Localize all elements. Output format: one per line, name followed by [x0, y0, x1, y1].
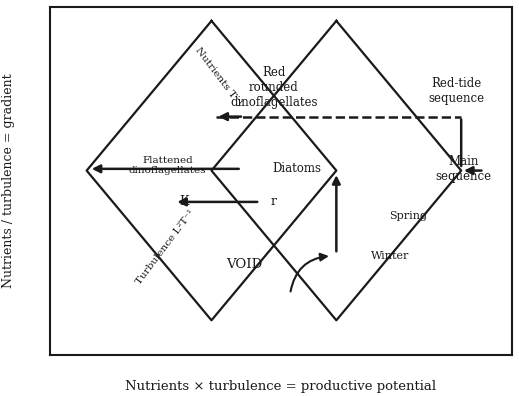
Text: Flattened
dinoflagellates: Flattened dinoflagellates — [129, 156, 207, 175]
Text: Main
sequence: Main sequence — [435, 155, 491, 183]
Text: Winter: Winter — [371, 251, 409, 261]
Text: K: K — [179, 195, 188, 208]
Text: Spring: Spring — [390, 211, 428, 221]
Text: Nutrients T⁻¹: Nutrients T⁻¹ — [194, 46, 243, 107]
Text: Diatoms: Diatoms — [272, 162, 322, 175]
FancyArrowPatch shape — [291, 254, 326, 291]
Text: VOID: VOID — [226, 258, 262, 271]
Text: Turbulence L²T⁻¹: Turbulence L²T⁻¹ — [134, 208, 196, 286]
Text: r: r — [271, 195, 277, 208]
Text: Nutrients × turbulence = productive potential: Nutrients × turbulence = productive pote… — [125, 380, 436, 393]
Text: Red-tide
sequence: Red-tide sequence — [429, 76, 485, 105]
Text: Red
rounded
dinoflagellates: Red rounded dinoflagellates — [230, 65, 318, 109]
Text: Nutrients / turbulence = gradient: Nutrients / turbulence = gradient — [2, 74, 15, 288]
